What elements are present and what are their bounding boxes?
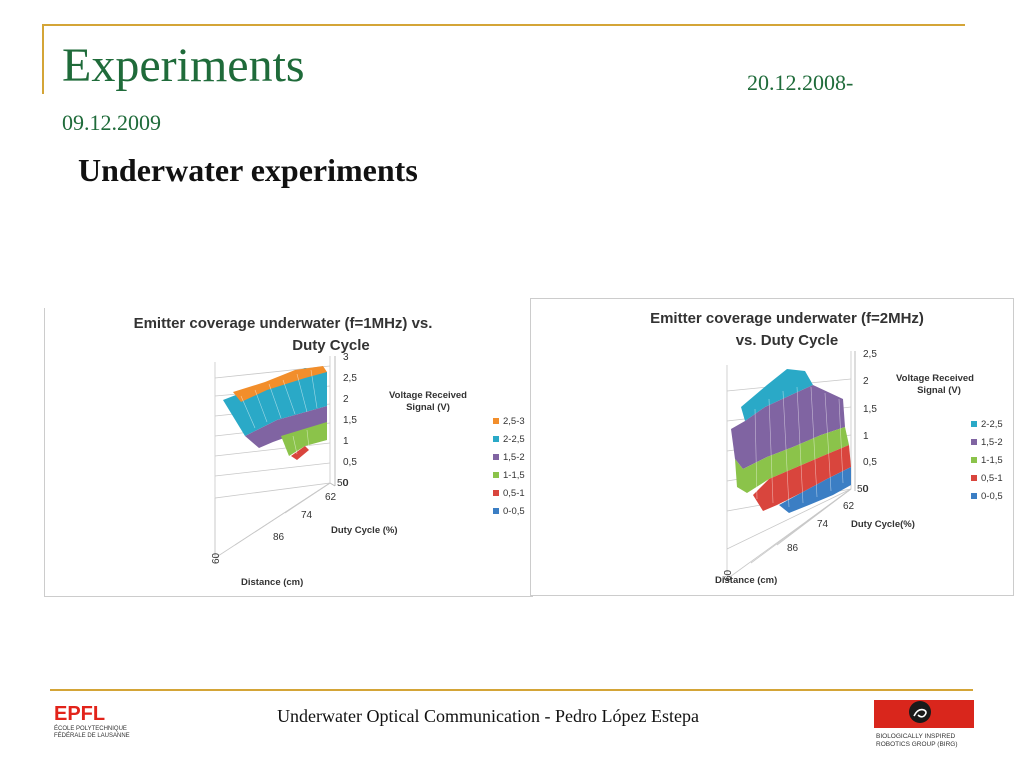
chart-2mhz: Emitter coverage underwater (f=2MHz) vs.…: [530, 298, 1014, 596]
legend-label: 2,5-3: [503, 416, 525, 427]
birg-line1: BIOLOGICALLY INSPIRED: [876, 733, 956, 740]
x-axis-label: Duty Cycle(%): [851, 519, 915, 530]
slide-title: Experiments: [62, 39, 305, 92]
y-axis-label: Distance (cm): [715, 575, 777, 586]
date-range-end: 09.12.2009: [62, 110, 161, 135]
z-axis-label-line1: Voltage Received: [389, 390, 467, 401]
x-axis-label: Duty Cycle (%): [331, 525, 398, 536]
legend-swatch: [971, 457, 977, 463]
z-tick: 0: [863, 484, 869, 495]
duty-tick: 50: [857, 484, 869, 495]
footer-rule: [50, 689, 973, 691]
z-axis-label-line2: Signal (V): [917, 385, 961, 396]
epfl-line1: ÉCOLE POLYTECHNIQUE: [54, 725, 127, 732]
legend-swatch: [493, 472, 499, 478]
z-tick: 2,5: [863, 349, 877, 360]
duty-tick: 50: [337, 478, 349, 489]
duty-cycle-ticks: 50 62 74 86: [787, 484, 869, 554]
z-axis-label-line2: Signal (V): [406, 402, 450, 413]
duty-tick: 86: [273, 532, 285, 543]
chart-2mhz-svg: Emitter coverage underwater (f=2MHz) vs.…: [650, 310, 1003, 586]
legend-swatch: [493, 508, 499, 514]
z-tick: 2,5: [343, 373, 357, 384]
y-axis-label: Distance (cm): [241, 577, 303, 588]
legend-2mhz: 2-2,5 1,5-2 1-1,5 0,5-1 0-0,5: [971, 419, 1003, 502]
band-2.5-3: [233, 366, 327, 402]
band-0.5-1: [291, 446, 309, 460]
z-tick: 2: [863, 376, 869, 387]
legend-label: 0,5-1: [503, 488, 525, 499]
legend-swatch: [493, 418, 499, 424]
band-0-0.5: [779, 467, 851, 513]
z-tick: 0,5: [863, 457, 877, 468]
slide-subtitle: Underwater experiments: [78, 152, 418, 188]
legend-label: 1-1,5: [981, 455, 1003, 466]
legend-label: 1,5-2: [503, 452, 525, 463]
z-tick: 1,5: [863, 404, 877, 415]
footer-text: Underwater Optical Communication - Pedro…: [277, 706, 699, 726]
legend-swatch: [493, 436, 499, 442]
header-top-rule: [42, 24, 965, 26]
legend-swatch: [971, 493, 977, 499]
duty-cycle-ticks: 50 62 74 86: [273, 478, 349, 543]
z-tick-labels: 3 2,5 2 1,5 1 0,5 0: [343, 352, 357, 489]
legend-swatch: [493, 454, 499, 460]
epfl-logo: EPFL ÉCOLE POLYTECHNIQUE FÉDÉRALE DE LAU…: [52, 700, 136, 740]
legend-swatch: [971, 439, 977, 445]
z-tick: 1: [863, 431, 869, 442]
z-tick: 0,5: [343, 457, 357, 468]
band-2-2.5: [223, 368, 327, 436]
duty-tick: 74: [817, 519, 829, 530]
legend-label: 1-1,5: [503, 470, 525, 481]
band-1-1.5: [735, 427, 849, 493]
z-tick: 2: [343, 394, 349, 405]
epfl-mark: EPFL: [54, 703, 105, 725]
surface-2mhz: [731, 369, 851, 513]
duty-tick: 86: [787, 543, 799, 554]
legend-swatch: [971, 421, 977, 427]
band-1.5-2: [731, 385, 845, 469]
duty-tick: 74: [301, 510, 313, 521]
z-tick-labels: 2,5 2 1,5 1 0,5 0: [863, 349, 877, 495]
z-tick: 0: [343, 478, 349, 489]
z-tick: 1,5: [343, 415, 357, 426]
surface-1mhz: [223, 366, 327, 460]
legend-label: 0-0,5: [981, 491, 1003, 502]
duty-tick: 62: [325, 492, 337, 503]
legend-label: 0-0,5: [503, 506, 525, 517]
legend-1mhz: 2,5-3 2-2,5 1,5-2 1-1,5 0,5-1 0-0,5: [493, 416, 525, 517]
legend-swatch: [971, 475, 977, 481]
epfl-logo-svg: EPFL ÉCOLE POLYTECHNIQUE FÉDÉRALE DE LAU…: [54, 703, 130, 739]
legend-swatch: [493, 490, 499, 496]
chart-title-line1: Emitter coverage underwater (f=2MHz): [650, 310, 924, 327]
date-range-start: 20.12.2008-: [747, 70, 854, 95]
z-tick: 3: [343, 352, 349, 363]
chart-title-line2: Duty Cycle: [292, 337, 370, 354]
chart-1mhz-svg: Emitter coverage underwater (f=1MHz) vs.…: [134, 315, 525, 588]
distance-tick: 60: [723, 569, 734, 581]
chart-title-line1: Emitter coverage underwater (f=1MHz) vs.: [134, 315, 433, 332]
legend-label: 2-2,5: [503, 434, 525, 445]
legend-label: 2-2,5: [981, 419, 1003, 430]
chart-title-line2: vs. Duty Cycle: [736, 332, 839, 349]
chart-1mhz: Emitter coverage underwater (f=1MHz) vs.…: [44, 308, 533, 597]
birg-logo-svg: BIOLOGICALLY INSPIRED ROBOTICS GROUP (BI…: [874, 700, 974, 748]
band-2-2.5: [741, 369, 813, 421]
birg-logo: BIOLOGICALLY INSPIRED ROBOTICS GROUP (BI…: [874, 698, 974, 748]
z-axis: [329, 356, 336, 487]
band-1-1.5: [281, 422, 327, 456]
header-side-rule: [42, 24, 44, 94]
duty-tick: 62: [843, 501, 855, 512]
legend-label: 0,5-1: [981, 473, 1003, 484]
z-axis-label-line1: Voltage Received: [896, 373, 974, 384]
band-1.5-2: [245, 406, 327, 448]
distance-tick: 60: [211, 552, 222, 564]
z-tick: 1: [343, 436, 349, 447]
epfl-line2: FÉDÉRALE DE LAUSANNE: [54, 732, 130, 739]
birg-line2: ROBOTICS GROUP (BIRG): [876, 741, 958, 748]
legend-label: 1,5-2: [981, 437, 1003, 448]
